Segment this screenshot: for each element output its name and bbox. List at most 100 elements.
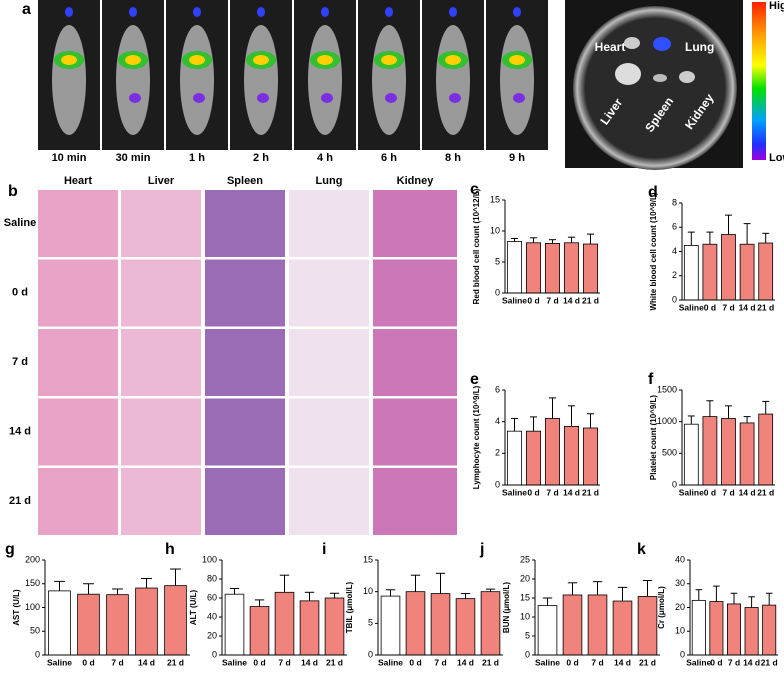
bar bbox=[637, 596, 658, 656]
time-label: 6 h bbox=[381, 152, 397, 164]
y-tick-label: 20 bbox=[675, 602, 685, 612]
x-tick-label: 0 d bbox=[527, 295, 539, 305]
x-tick-label: 14 d bbox=[743, 657, 760, 667]
x-tick-label: 7 d bbox=[546, 295, 558, 305]
head-signal bbox=[193, 7, 201, 17]
x-tick-label: 21 d bbox=[582, 487, 599, 497]
bar bbox=[380, 595, 401, 656]
lung-signal-core bbox=[317, 55, 333, 65]
lung-signal-core bbox=[445, 55, 461, 65]
bar bbox=[299, 600, 320, 656]
bar bbox=[106, 594, 129, 656]
y-tick-label: 80 bbox=[207, 573, 217, 583]
x-tick-label: 21 d bbox=[761, 657, 778, 667]
histology-image bbox=[121, 398, 201, 466]
y-tick-label: 1000 bbox=[657, 416, 677, 426]
bar bbox=[274, 591, 295, 656]
bar bbox=[324, 597, 345, 656]
x-tick-label: 0 d bbox=[704, 487, 716, 497]
colorbar bbox=[752, 2, 766, 160]
bar bbox=[525, 242, 542, 294]
row-label: 7 d bbox=[12, 356, 28, 368]
y-axis-label: ALT (U/L) bbox=[189, 589, 198, 625]
panel-label: d bbox=[648, 184, 658, 201]
colorbar-high: High bbox=[769, 0, 784, 12]
x-tick-label: 14 d bbox=[739, 487, 756, 497]
y-tick-label: 20 bbox=[520, 573, 530, 583]
y-axis-label: TBIL (μmol/L) bbox=[345, 581, 354, 633]
bar bbox=[721, 418, 736, 486]
x-tick-label: 0 d bbox=[82, 657, 94, 667]
mouse-body bbox=[500, 25, 534, 135]
x-tick-label: 21 d bbox=[757, 302, 774, 312]
row-label: 0 d bbox=[12, 286, 28, 298]
y-tick-label: 60 bbox=[207, 592, 217, 602]
bar bbox=[405, 591, 426, 656]
y-tick-label: 4 bbox=[495, 416, 500, 426]
organ bbox=[615, 63, 641, 85]
histology-image bbox=[38, 259, 118, 327]
x-tick-label: Saline bbox=[502, 295, 527, 305]
y-tick-label: 500 bbox=[662, 448, 677, 458]
x-tick-label: Saline bbox=[535, 657, 560, 667]
y-tick-label: 40 bbox=[207, 611, 217, 621]
histology-image bbox=[373, 398, 457, 466]
bar bbox=[544, 242, 561, 294]
lung-signal-core bbox=[381, 55, 397, 65]
x-tick-label: 21 d bbox=[167, 657, 184, 667]
mouse-body bbox=[52, 25, 86, 135]
bar bbox=[582, 427, 599, 486]
head-signal bbox=[129, 7, 137, 17]
bar bbox=[721, 234, 736, 301]
bar bbox=[744, 607, 759, 656]
bar bbox=[224, 593, 245, 656]
column-header: Heart bbox=[64, 175, 92, 187]
x-tick-label: 21 d bbox=[582, 295, 599, 305]
histology-image bbox=[289, 398, 369, 466]
organ-signal bbox=[513, 93, 525, 103]
head-signal bbox=[65, 7, 73, 17]
y-tick-label: 4 bbox=[672, 246, 677, 256]
x-tick-label: 7 d bbox=[591, 657, 603, 667]
y-tick-label: 0 bbox=[525, 649, 530, 659]
bar bbox=[587, 594, 608, 656]
bar bbox=[702, 243, 718, 301]
x-tick-label: 7 d bbox=[546, 487, 558, 497]
histology-image bbox=[289, 190, 369, 257]
bar bbox=[430, 593, 451, 656]
histology-image bbox=[373, 468, 457, 535]
bar bbox=[455, 598, 476, 656]
organ bbox=[624, 37, 640, 49]
y-tick-label: 10 bbox=[520, 611, 530, 621]
bar bbox=[683, 245, 699, 301]
organ-signal bbox=[321, 93, 333, 103]
bar bbox=[563, 426, 580, 486]
y-axis-label: BUN (μmol/L) bbox=[502, 582, 511, 633]
y-tick-label: 0 bbox=[368, 649, 373, 659]
panel-label: h bbox=[165, 541, 175, 558]
y-axis-label: White blood cell count (10^9/L) bbox=[649, 192, 658, 310]
lung-signal-core bbox=[253, 55, 269, 65]
y-tick-label: 5 bbox=[495, 256, 500, 266]
bar bbox=[739, 243, 755, 301]
x-tick-label: 7 d bbox=[728, 657, 740, 667]
bar bbox=[709, 601, 724, 656]
histology-image bbox=[121, 259, 201, 327]
lung-signal-core bbox=[125, 55, 141, 65]
y-tick-label: 5 bbox=[368, 618, 373, 628]
colorbar-low: Low bbox=[769, 152, 784, 164]
x-tick-label: Saline bbox=[679, 487, 704, 497]
histology-image bbox=[289, 329, 369, 396]
lung-signal-core bbox=[509, 55, 525, 65]
bar bbox=[758, 413, 774, 486]
panel-label: g bbox=[5, 541, 15, 558]
x-tick-label: Saline bbox=[47, 657, 72, 667]
y-tick-label: 0 bbox=[495, 287, 500, 297]
lung-signal-core bbox=[61, 55, 77, 65]
histology-image bbox=[121, 468, 201, 535]
panel-label: j bbox=[479, 541, 484, 558]
y-tick-label: 15 bbox=[490, 194, 500, 204]
bar bbox=[506, 241, 523, 294]
y-tick-label: 6 bbox=[495, 384, 500, 394]
y-tick-label: 100 bbox=[25, 602, 40, 612]
